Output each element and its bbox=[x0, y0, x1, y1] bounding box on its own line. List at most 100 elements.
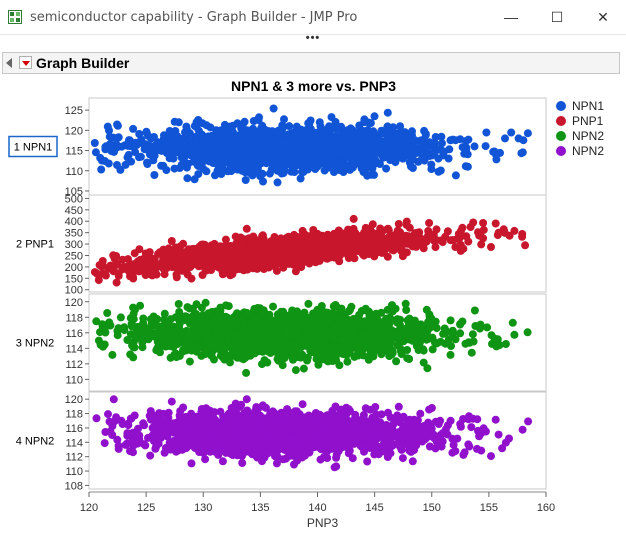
data-point bbox=[284, 130, 293, 139]
collapse-triangle-icon[interactable] bbox=[6, 58, 12, 68]
data-point bbox=[151, 268, 160, 277]
data-point bbox=[179, 239, 188, 248]
y-tick-label: 250 bbox=[65, 250, 83, 262]
data-point bbox=[139, 314, 148, 323]
data-point bbox=[510, 330, 519, 339]
data-point bbox=[342, 247, 351, 256]
data-point bbox=[273, 166, 282, 175]
y-tick-label: 400 bbox=[65, 216, 83, 228]
data-point bbox=[445, 145, 454, 154]
y-tick-label: 500 bbox=[65, 193, 83, 205]
data-point bbox=[113, 161, 121, 169]
data-point bbox=[190, 175, 199, 184]
data-point bbox=[305, 129, 314, 138]
data-point bbox=[438, 238, 447, 247]
data-point bbox=[383, 108, 392, 117]
data-point bbox=[116, 313, 125, 322]
close-button[interactable]: ✕ bbox=[597, 8, 609, 25]
data-point bbox=[335, 243, 344, 252]
data-point bbox=[187, 151, 196, 160]
data-point bbox=[483, 323, 492, 332]
data-point bbox=[183, 174, 192, 183]
data-point bbox=[312, 238, 321, 247]
data-point bbox=[290, 168, 299, 176]
data-point bbox=[94, 276, 103, 285]
graph-builder-outline-header: Graph Builder bbox=[2, 52, 620, 74]
data-point bbox=[288, 154, 297, 163]
data-point bbox=[346, 124, 355, 133]
red-triangle-menu-icon[interactable] bbox=[19, 56, 32, 69]
data-point bbox=[431, 133, 440, 141]
data-point bbox=[289, 355, 297, 364]
minimize-button[interactable]: — bbox=[504, 9, 518, 25]
y-tick-label: 150 bbox=[65, 273, 83, 285]
data-point bbox=[130, 305, 139, 314]
data-point bbox=[359, 351, 368, 360]
data-point bbox=[135, 267, 144, 276]
y-tick-label: 125 bbox=[65, 105, 83, 117]
data-point bbox=[453, 234, 462, 243]
data-point bbox=[422, 305, 431, 314]
data-point bbox=[429, 230, 438, 239]
data-point bbox=[232, 143, 241, 151]
data-point bbox=[523, 129, 532, 138]
data-point bbox=[300, 308, 309, 317]
data-point bbox=[201, 298, 210, 307]
data-point bbox=[354, 145, 362, 154]
row-label-2: 2 PNP1 bbox=[16, 239, 54, 251]
data-point bbox=[349, 162, 358, 171]
data-point bbox=[296, 174, 305, 183]
y-tick-label: 300 bbox=[65, 239, 83, 251]
data-point bbox=[475, 231, 484, 240]
data-point bbox=[335, 361, 344, 370]
data-point bbox=[174, 118, 183, 127]
y-tick-label: 115 bbox=[65, 146, 83, 158]
data-point bbox=[500, 227, 509, 235]
data-point bbox=[469, 337, 478, 346]
data-point bbox=[259, 177, 267, 186]
data-point bbox=[275, 127, 284, 135]
data-point bbox=[211, 171, 219, 180]
data-point bbox=[129, 124, 138, 133]
data-point bbox=[366, 224, 375, 233]
data-point bbox=[402, 220, 411, 229]
window-titlebar: semiconductor capability - Graph Builder… bbox=[0, 0, 626, 35]
data-point bbox=[496, 148, 504, 157]
data-point bbox=[464, 135, 473, 144]
data-point bbox=[389, 135, 398, 144]
data-point bbox=[112, 278, 121, 287]
data-point bbox=[258, 121, 267, 130]
data-point bbox=[277, 307, 285, 316]
data-point bbox=[260, 154, 269, 163]
data-point bbox=[303, 165, 312, 174]
data-point bbox=[177, 160, 186, 169]
data-point bbox=[408, 155, 417, 164]
toolbar-grip-handle[interactable]: ••• bbox=[305, 32, 321, 44]
data-point bbox=[391, 239, 399, 248]
data-point bbox=[521, 241, 530, 250]
data-point bbox=[372, 148, 381, 157]
data-point bbox=[150, 171, 159, 179]
data-point bbox=[464, 237, 473, 246]
data-point bbox=[300, 152, 309, 161]
maximize-button[interactable]: ☐ bbox=[550, 8, 564, 25]
data-point bbox=[163, 148, 172, 157]
data-point bbox=[229, 121, 237, 130]
data-point bbox=[411, 136, 419, 145]
data-point bbox=[313, 155, 322, 163]
data-point bbox=[148, 151, 157, 160]
data-point bbox=[322, 233, 331, 242]
data-point bbox=[124, 150, 133, 159]
data-point bbox=[174, 300, 183, 308]
y-tick-label: 105 bbox=[65, 186, 83, 198]
data-point bbox=[183, 262, 192, 271]
data-point bbox=[463, 150, 472, 159]
series-points-npn2-3 bbox=[92, 298, 532, 377]
data-point bbox=[377, 128, 386, 137]
data-point bbox=[347, 302, 356, 311]
data-point bbox=[267, 258, 276, 267]
data-point bbox=[197, 251, 206, 260]
data-point bbox=[174, 138, 183, 147]
data-point bbox=[350, 352, 359, 361]
data-point bbox=[265, 132, 273, 141]
